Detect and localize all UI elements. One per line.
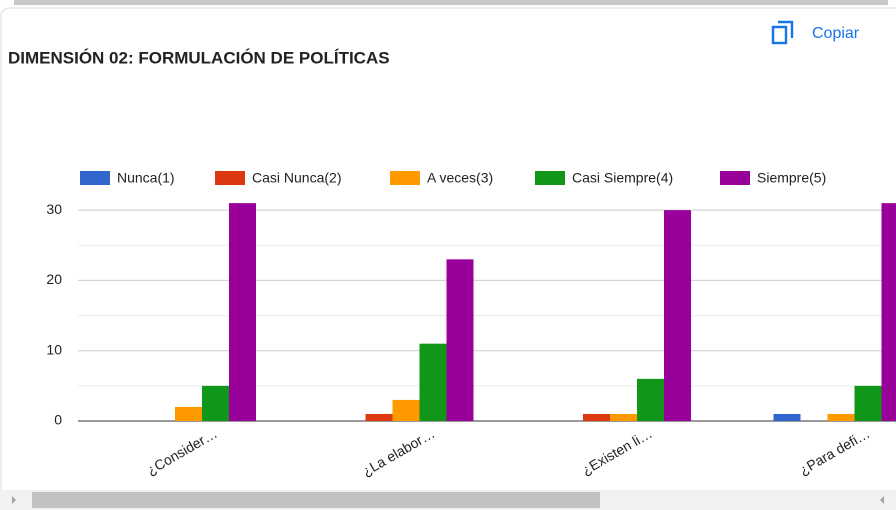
chart-title: DIMENSIÓN 02: FORMULACIÓN DE POLÍTICAS <box>8 48 390 67</box>
bar <box>365 413 393 421</box>
legend-label: Casi Nunca(2) <box>252 170 341 186</box>
copy-icon <box>778 20 794 38</box>
y-tick-label: 30 <box>46 201 62 217</box>
bar <box>583 413 610 421</box>
bar <box>175 406 202 421</box>
y-tick-label: 20 <box>46 271 62 287</box>
y-tick-label: 0 <box>54 412 62 428</box>
legend-label: Nunca(1) <box>117 170 175 186</box>
bar <box>664 210 691 421</box>
scroll-thumb[interactable] <box>32 492 600 508</box>
top-scrollbar <box>14 0 888 5</box>
copy-label[interactable]: Copiar <box>812 25 860 42</box>
bar <box>446 259 474 421</box>
legend-swatch <box>80 171 110 185</box>
legend-swatch <box>720 171 750 185</box>
y-tick-label: 10 <box>46 341 62 357</box>
legend-swatch <box>390 171 420 185</box>
bar <box>881 203 896 421</box>
copy-icon <box>771 25 788 45</box>
x-tick-label: ¿Existen li… <box>579 425 655 478</box>
bar <box>827 413 855 421</box>
bar <box>637 378 664 421</box>
bar <box>392 399 420 421</box>
bar <box>202 385 229 421</box>
legend-swatch <box>535 171 565 185</box>
copy-button[interactable]: Copiar <box>771 20 860 45</box>
x-tick-label: ¿Para defi… <box>796 425 872 478</box>
bar <box>610 413 637 421</box>
legend-label: A veces(3) <box>427 170 493 186</box>
x-tick-label: ¿La elabor… <box>359 425 437 479</box>
bar <box>229 203 256 421</box>
legend-swatch <box>215 171 245 185</box>
bar <box>773 413 801 421</box>
card <box>0 7 896 510</box>
bar <box>854 385 882 421</box>
x-tick-label: ¿Consider… <box>144 425 220 478</box>
legend-label: Siempre(5) <box>757 170 826 186</box>
bar <box>419 343 447 421</box>
legend-label: Casi Siempre(4) <box>572 170 673 186</box>
